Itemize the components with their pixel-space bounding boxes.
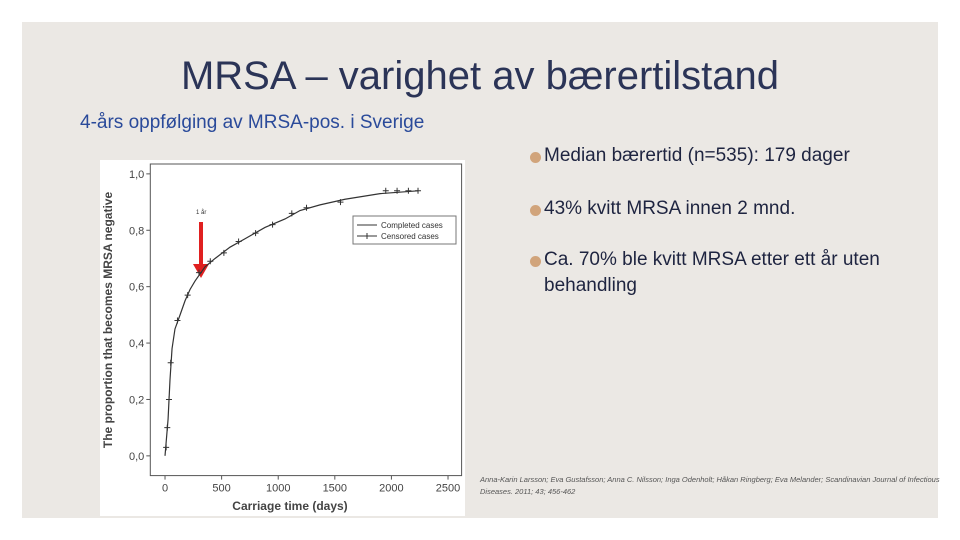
legend-box <box>352 215 457 245</box>
slide-title: MRSA – varighet av bærertilstand <box>180 54 780 98</box>
y-tick-label: 0,8 <box>129 225 144 237</box>
censor-mark <box>235 238 242 245</box>
censor-mark <box>220 249 227 256</box>
legend-label: Censored cases <box>381 232 439 241</box>
x-tick-label: 0 <box>162 483 168 495</box>
x-tick-label: 2500 <box>436 483 460 495</box>
annotation: 1 år <box>196 209 206 216</box>
censor-mark <box>174 317 181 324</box>
bullet: Ca. 70% ble kvitt MRSA etter ett år uten… <box>530 247 924 299</box>
x-tick-label: 2000 <box>379 483 403 495</box>
chart: Carriage time (days) The proportion that… <box>100 160 465 516</box>
x-tick-label: 1500 <box>323 483 347 495</box>
censor-mark <box>382 187 389 194</box>
legend-label: Completed cases <box>381 221 443 230</box>
censor-mark <box>207 258 214 265</box>
x-axis-label: Carriage time (days) <box>232 499 347 513</box>
censor-mark <box>165 396 172 403</box>
censor-mark <box>163 444 170 451</box>
plot-frame <box>149 163 463 477</box>
y-axis-label: The proportion that becomes MRSA negativ… <box>101 192 115 449</box>
censor-mark <box>288 210 295 217</box>
censor-mark <box>394 187 401 194</box>
bullet: 43% kvitt MRSA innen 2 mnd. <box>530 196 924 222</box>
censor-mark <box>164 424 171 431</box>
censor-mark <box>405 187 412 194</box>
censor-mark <box>252 230 259 237</box>
y-tick-label: 0,0 <box>129 451 144 463</box>
slide-subtitle: 4-års oppfølging av MRSA-pos. i Sverige <box>80 112 425 133</box>
y-tick-label: 1,0 <box>129 169 144 181</box>
censor-mark <box>337 199 344 206</box>
y-tick-label: 0,2 <box>129 394 144 406</box>
x-tick-label: 500 <box>212 483 230 495</box>
y-tick-label: 0,6 <box>129 282 144 294</box>
censor-mark <box>415 187 422 194</box>
censor-mark <box>167 359 174 366</box>
bullet: Median bærertid (n=535): 179 dager <box>530 143 924 169</box>
x-tick-label: 1000 <box>266 483 290 495</box>
censor-mark <box>303 204 310 211</box>
y-tick-label: 0,4 <box>129 338 144 350</box>
censor-mark <box>195 269 202 276</box>
censor-mark <box>269 221 276 228</box>
censor-mark <box>184 292 191 299</box>
citation: Anna-Karin Larsson; Eva Gustafsson; Anna… <box>480 475 940 496</box>
